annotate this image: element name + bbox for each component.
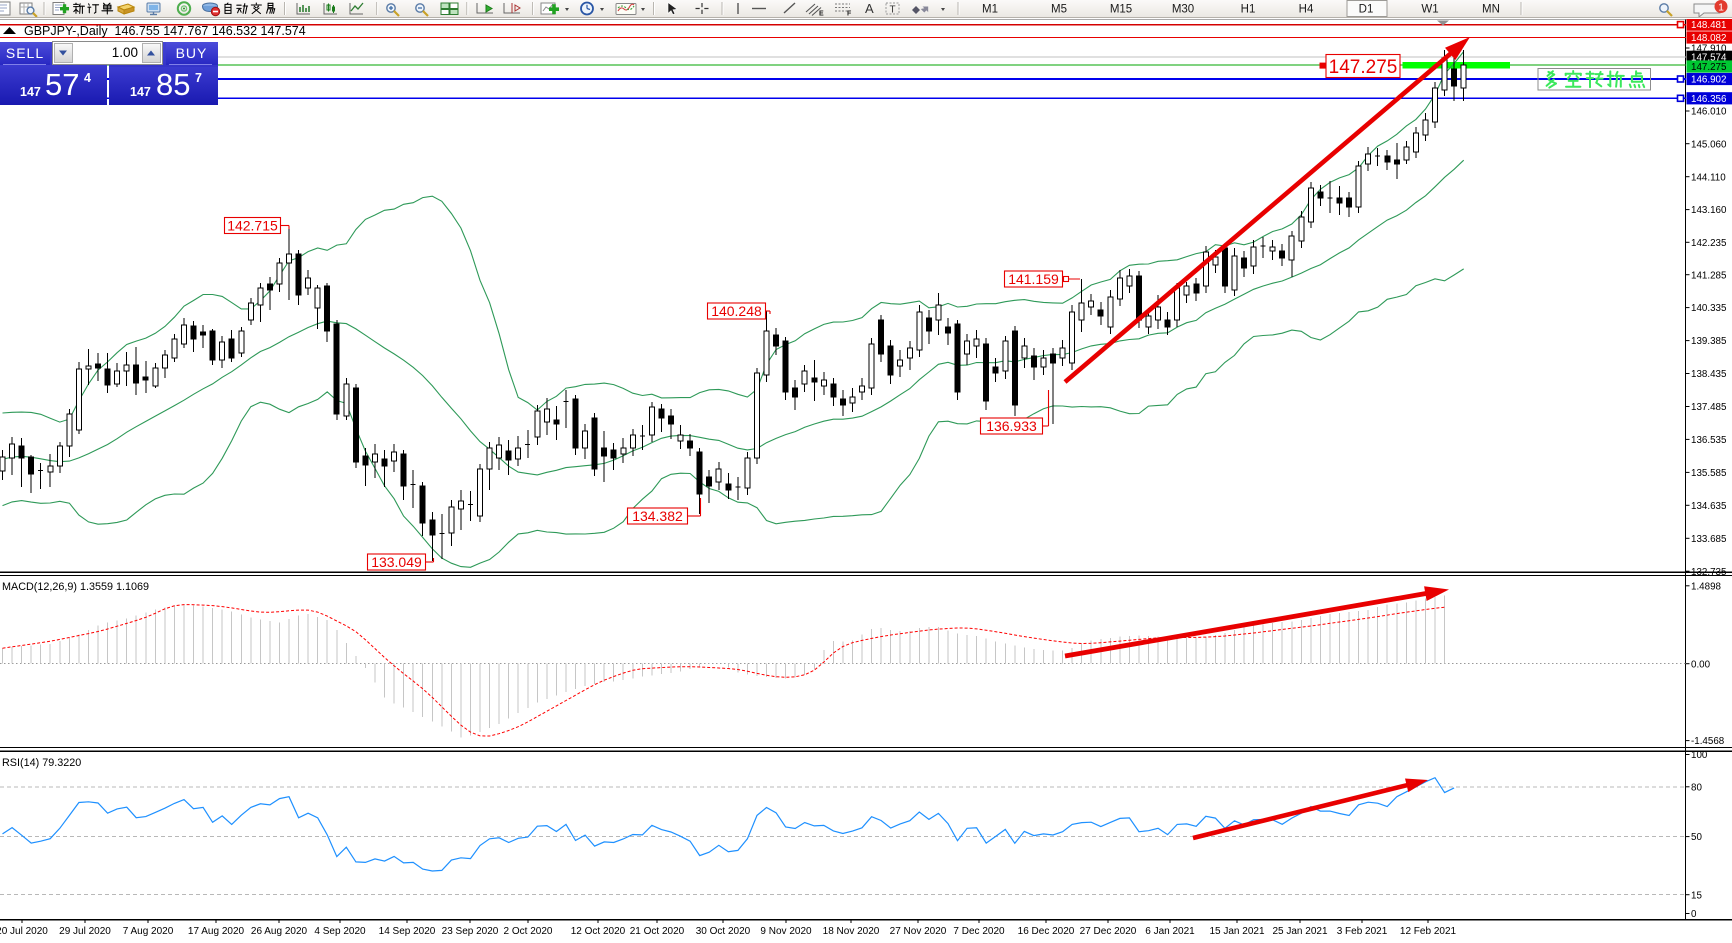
svg-text:MACD(12,26,9) 1.3559 1.1069: MACD(12,26,9) 1.3559 1.1069 <box>2 581 149 593</box>
svg-text:12 Feb 2021: 12 Feb 2021 <box>1400 926 1457 937</box>
svg-text:1: 1 <box>1718 2 1724 14</box>
svg-text:0.00: 0.00 <box>1691 659 1711 670</box>
svg-text:7 Dec 2020: 7 Dec 2020 <box>953 926 1005 937</box>
svg-text:3 Feb 2021: 3 Feb 2021 <box>1337 926 1388 937</box>
svg-text:147.275: 147.275 <box>1691 62 1727 73</box>
svg-text:134.382: 134.382 <box>632 508 683 524</box>
svg-text:2 Oct 2020: 2 Oct 2020 <box>504 926 553 937</box>
svg-text:133.049: 133.049 <box>371 554 422 570</box>
svg-text:136.933: 136.933 <box>986 418 1037 434</box>
svg-text:1.4898: 1.4898 <box>1691 581 1722 592</box>
svg-text:15: 15 <box>1691 890 1702 901</box>
svg-text:146.902: 146.902 <box>1691 75 1726 86</box>
svg-text:0: 0 <box>1691 909 1697 920</box>
svg-text:18 Nov 2020: 18 Nov 2020 <box>823 926 880 937</box>
svg-text:143.160: 143.160 <box>1691 205 1727 216</box>
svg-text:H1: H1 <box>1241 4 1256 16</box>
svg-text:14 Sep 2020: 14 Sep 2020 <box>379 926 436 937</box>
svg-text:F: F <box>847 11 852 18</box>
svg-text:138.435: 138.435 <box>1691 369 1727 380</box>
svg-text:M5: M5 <box>1051 4 1067 16</box>
svg-text:27 Nov 2020: 27 Nov 2020 <box>890 926 947 937</box>
svg-text:M15: M15 <box>1110 4 1132 16</box>
svg-text:T: T <box>890 5 896 16</box>
svg-text:21 Oct 2020: 21 Oct 2020 <box>630 926 685 937</box>
svg-text:142.715: 142.715 <box>227 218 278 234</box>
svg-text:140.248: 140.248 <box>711 303 762 319</box>
svg-text:142.235: 142.235 <box>1691 238 1727 249</box>
svg-text:137.485: 137.485 <box>1691 402 1727 413</box>
svg-text:100: 100 <box>1691 750 1708 761</box>
svg-text:30 Oct 2020: 30 Oct 2020 <box>696 926 751 937</box>
svg-text:GBPJPY-,Daily 146.755 147.767: GBPJPY-,Daily 146.755 147.767 146.532 14… <box>24 24 306 38</box>
svg-text:RSI(14) 79.3220: RSI(14) 79.3220 <box>2 757 81 769</box>
svg-text:136.535: 136.535 <box>1691 435 1727 446</box>
svg-text:6 Jan 2021: 6 Jan 2021 <box>1145 926 1195 937</box>
svg-text:H4: H4 <box>1299 4 1314 16</box>
svg-text:145.060: 145.060 <box>1691 139 1727 150</box>
svg-text:133.685: 133.685 <box>1691 534 1727 545</box>
svg-text:27 Dec 2020: 27 Dec 2020 <box>1080 926 1137 937</box>
svg-text:135.585: 135.585 <box>1691 468 1727 479</box>
svg-text:12 Oct 2020: 12 Oct 2020 <box>571 926 626 937</box>
svg-text:141.159: 141.159 <box>1008 271 1059 287</box>
svg-text:148.082: 148.082 <box>1691 33 1726 44</box>
svg-text:80: 80 <box>1691 782 1702 793</box>
svg-text:16 Dec 2020: 16 Dec 2020 <box>1018 926 1075 937</box>
svg-text:W1: W1 <box>1421 4 1438 16</box>
svg-text:26 Aug 2020: 26 Aug 2020 <box>251 926 308 937</box>
svg-text:M1: M1 <box>982 4 998 16</box>
svg-text:25 Jan 2021: 25 Jan 2021 <box>1272 926 1327 937</box>
svg-text:20 Jul 2020: 20 Jul 2020 <box>0 926 48 937</box>
svg-text:29 Jul 2020: 29 Jul 2020 <box>59 926 111 937</box>
svg-text:M30: M30 <box>1172 4 1194 16</box>
svg-text:A: A <box>865 1 874 16</box>
svg-text:141.285: 141.285 <box>1691 270 1727 281</box>
svg-text:9 Nov 2020: 9 Nov 2020 <box>760 926 812 937</box>
svg-text:MN: MN <box>1482 4 1500 16</box>
svg-text:-1.4568: -1.4568 <box>1691 736 1725 747</box>
svg-text:17 Aug 2020: 17 Aug 2020 <box>188 926 245 937</box>
svg-text:147.275: 147.275 <box>1329 57 1398 78</box>
svg-text:148.481: 148.481 <box>1691 20 1726 31</box>
svg-text:50: 50 <box>1691 832 1702 843</box>
svg-text:7 Aug 2020: 7 Aug 2020 <box>123 926 174 937</box>
svg-text:E: E <box>819 11 824 18</box>
svg-text:144.110: 144.110 <box>1691 172 1726 183</box>
svg-text:23 Sep 2020: 23 Sep 2020 <box>442 926 499 937</box>
svg-text:15 Jan 2021: 15 Jan 2021 <box>1209 926 1264 937</box>
svg-text:146.010: 146.010 <box>1691 107 1727 118</box>
svg-text:4 Sep 2020: 4 Sep 2020 <box>314 926 366 937</box>
svg-text:139.385: 139.385 <box>1691 336 1727 347</box>
svg-text:D1: D1 <box>1359 4 1374 16</box>
svg-text:140.335: 140.335 <box>1691 303 1727 314</box>
svg-text:134.635: 134.635 <box>1691 501 1727 512</box>
svg-text:146.356: 146.356 <box>1691 94 1727 105</box>
svg-text:132.735: 132.735 <box>1691 567 1727 578</box>
